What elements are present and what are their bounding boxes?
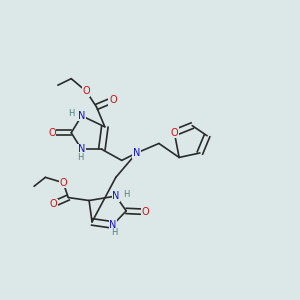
Text: N: N [112,191,119,201]
Text: O: O [109,95,117,105]
Text: O: O [48,128,56,138]
Text: O: O [82,86,90,96]
Text: H: H [111,228,118,237]
Text: N: N [109,220,116,230]
Text: N: N [133,148,140,158]
Text: O: O [59,178,67,188]
Text: H: H [77,153,83,162]
Text: H: H [123,190,130,199]
Text: N: N [78,144,85,154]
Text: H: H [68,109,74,118]
Text: O: O [142,207,149,217]
Text: O: O [171,128,178,138]
Text: O: O [50,199,57,209]
Text: N: N [78,111,85,121]
